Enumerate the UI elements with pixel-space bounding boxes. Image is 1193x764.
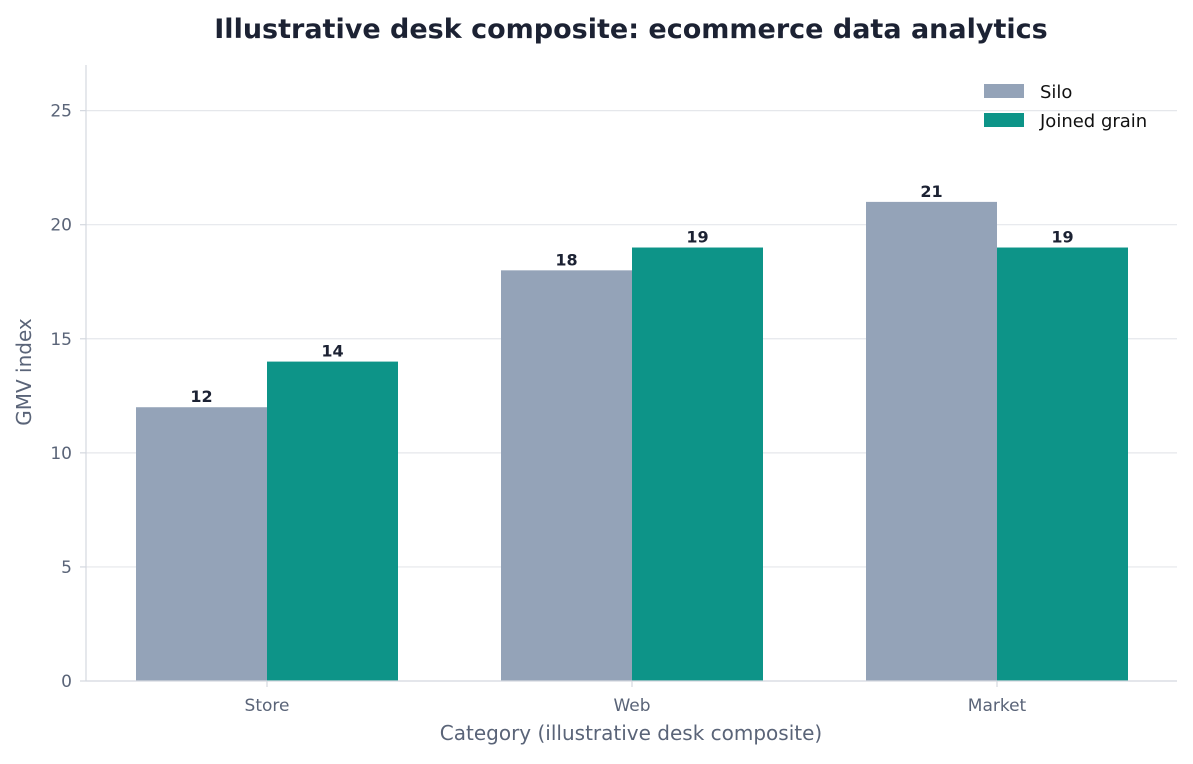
bar-silo-web [501,270,632,681]
legend-label-silo: Silo [1040,82,1072,103]
data-label-silo-store: 12 [190,387,212,406]
y-tick-label-15: 15 [50,330,72,350]
y-tick-label-10: 10 [50,444,72,464]
data-label-joined-grain-market: 19 [1051,228,1073,247]
y-tick-label-25: 25 [50,102,72,122]
data-label-silo-market: 21 [920,182,942,201]
bars [136,201,1128,681]
x-tick-label-store: Store [245,696,290,716]
legend-swatch-silo [984,84,1024,98]
y-tick-label-5: 5 [61,558,72,578]
bar-silo-store [136,407,267,681]
bar-joined-grain-web [632,247,763,681]
data-label-joined-grain-store: 14 [321,342,343,361]
y-tick-label-20: 20 [50,216,72,236]
legend: Silo Joined grain [984,82,1147,132]
data-label-silo-web: 18 [555,250,577,269]
bar-joined-grain-market [997,247,1128,681]
chart-title: Illustrative desk composite: ecommerce d… [214,14,1047,45]
legend-label-joined-grain: Joined grain [1039,111,1147,132]
legend-swatch-joined-grain [984,113,1024,127]
data-label-joined-grain-web: 19 [686,228,708,247]
x-axis-title: Category (illustrative desk composite) [440,721,822,745]
x-tick-label-web: Web [613,696,650,716]
y-tick-label-0: 0 [61,672,72,692]
bar-joined-grain-store [267,361,398,681]
ticks: 0 5 10 15 20 25 Store Web Market [50,102,1026,716]
y-axis-title: GMV index [12,318,36,426]
data-labels: 12 14 18 19 21 19 [190,182,1073,406]
bar-silo-market [866,201,997,681]
x-tick-label-market: Market [968,696,1027,716]
